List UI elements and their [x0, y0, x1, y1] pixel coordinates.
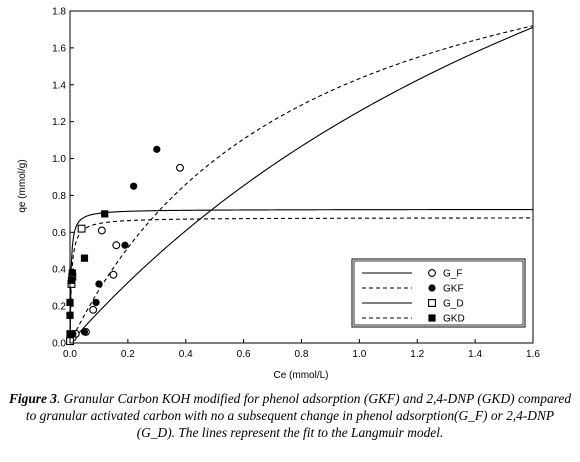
legend-marker-gf — [428, 269, 436, 277]
chart: 0.0 0.2 0.4 0.6 0.8 1.0 1.2 1.4 1.6 0.0 0.2 0.4 0.6 0… — [17, 7, 540, 382]
caption-text: . Granular Carbon KOH modified for pheno… — [25, 391, 572, 440]
x-tick-label: 0.2 — [121, 349, 135, 360]
legend: G_F GKF G_D GKD — [351, 258, 526, 328]
fit-curve-gd — [70, 208, 533, 343]
caption-label: Figure 3 — [8, 391, 57, 406]
data-point-gkd — [80, 254, 89, 262]
y-tick-label: 1.8 — [52, 7, 66, 18]
x-tick-label: 1.4 — [468, 349, 482, 360]
y-tick-label: 0.8 — [52, 191, 66, 202]
x-tick-label: 0.6 — [237, 349, 251, 360]
y-tick-label: 1.4 — [52, 80, 66, 91]
legend-label-gf: G_F — [443, 269, 462, 280]
x-tick-label: 0.4 — [179, 349, 193, 360]
data-point-gkd — [68, 269, 76, 277]
data-point-gkd — [101, 210, 109, 218]
data-point-gf — [89, 305, 98, 314]
data-point-gd — [77, 224, 86, 233]
y-tick-label: 1.6 — [52, 43, 66, 54]
figure-caption: Figure 3. Granular Carbon KOH modified f… — [8, 390, 572, 441]
legend-marker-gd — [428, 299, 436, 307]
x-tick-label: 0.0 — [63, 349, 77, 360]
legend-inner-border — [353, 260, 524, 326]
data-point-gkf — [92, 298, 100, 307]
legend-label-gd: G_D — [443, 299, 464, 310]
fit-curve-gf — [70, 26, 533, 343]
data-point-gf — [109, 270, 118, 279]
legend-label-gkf: GKF — [443, 284, 464, 295]
y-tick-label: 0.6 — [52, 228, 66, 239]
legend-label-gkd: GKD — [443, 314, 465, 325]
y-axis-label: qe (mmol/g) — [17, 159, 28, 212]
y-tick-label: 1.2 — [52, 117, 66, 128]
data-point-gkf — [121, 241, 129, 249]
x-tick-label: 1.2 — [410, 349, 424, 360]
x-axis-label: Ce (mmol/L) — [273, 370, 328, 381]
fit-curve-gkf — [70, 25, 533, 343]
y-tick-label: 1.0 — [52, 154, 66, 165]
data-point-gkf — [130, 182, 138, 190]
x-tick-label: 1.6 — [526, 349, 540, 360]
x-tick-label: 0.8 — [295, 349, 309, 360]
legend-marker-gkf — [428, 284, 436, 292]
legend-box — [351, 258, 526, 328]
data-point-gkd — [67, 276, 76, 284]
y-tick-label: 0.0 — [52, 339, 66, 350]
data-point-gf — [97, 226, 106, 235]
data-point-gkf — [95, 280, 103, 288]
y-tick-label: 0.4 — [52, 265, 66, 276]
data-point-gkf — [153, 145, 161, 153]
x-tick-label: 1.0 — [352, 349, 366, 360]
data-point-gf — [176, 163, 184, 172]
data-point-gkf — [80, 328, 89, 336]
y-tick-label: 0.2 — [52, 302, 66, 313]
data-point-gf — [112, 241, 121, 250]
legend-marker-gkd — [428, 314, 436, 322]
